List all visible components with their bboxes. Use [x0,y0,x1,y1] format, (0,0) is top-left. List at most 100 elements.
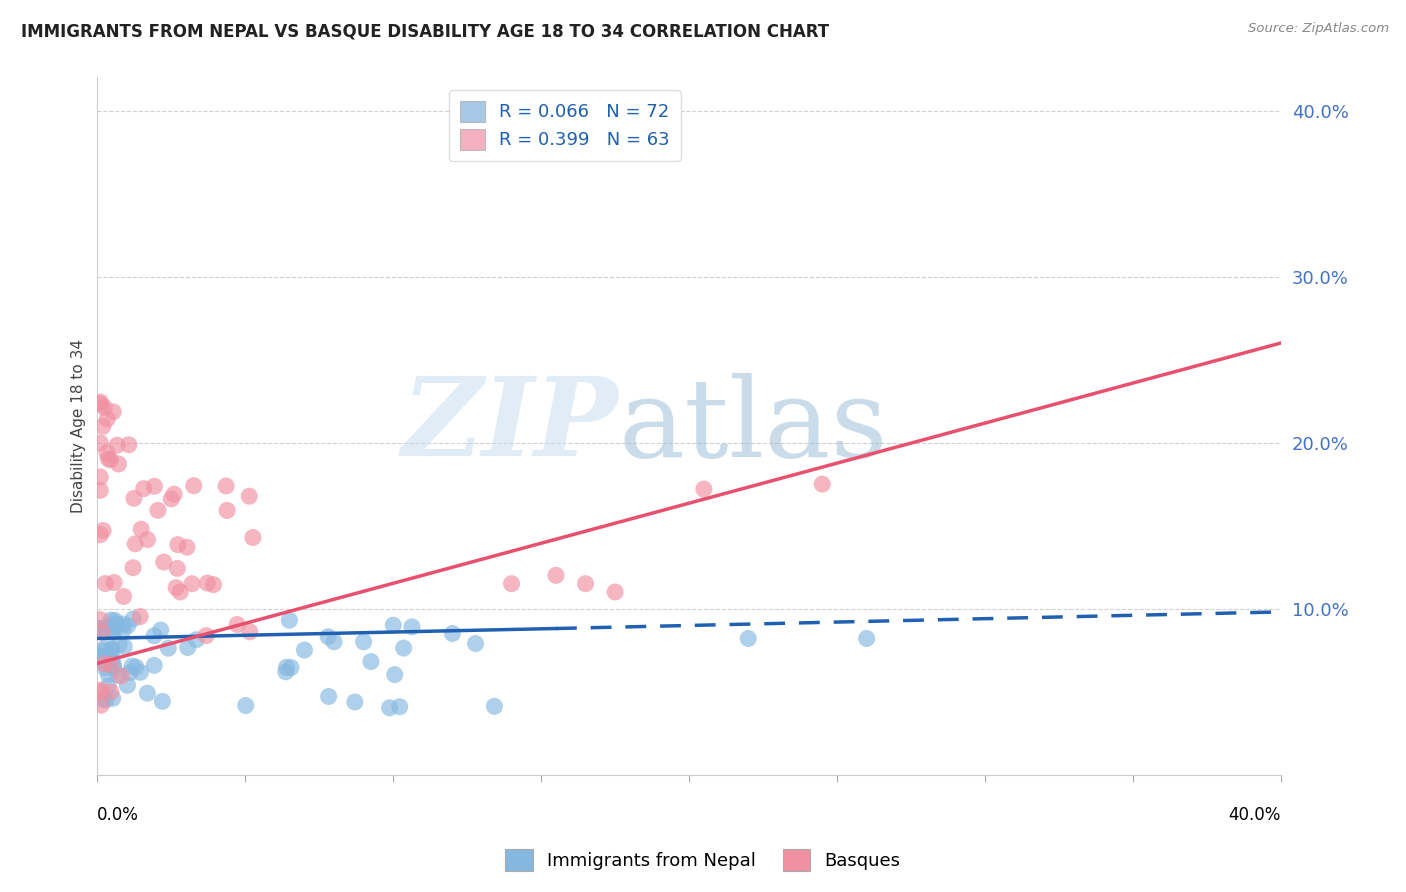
Text: Source: ZipAtlas.com: Source: ZipAtlas.com [1249,22,1389,36]
Point [855,632,877,646]
Point [183,479,205,493]
Point [103,657,125,672]
Point [93,623,115,637]
Point [129,665,152,680]
Point [181,576,204,591]
Point [105,616,128,631]
Point [94,576,117,591]
Point [91,692,114,706]
Point [603,585,626,599]
Point [91,644,114,658]
Point [107,457,129,471]
Point [89,397,111,411]
Point [143,629,166,643]
Point [378,701,401,715]
Point [693,482,716,496]
Point [176,640,198,655]
Point [97,656,120,670]
Point [392,641,415,656]
Point [90,622,112,636]
Point [122,612,145,626]
Point [146,503,169,517]
Point [100,642,122,657]
Legend: R = 0.066   N = 72, R = 0.399   N = 63: R = 0.066 N = 72, R = 0.399 N = 63 [449,90,681,161]
Point [90,683,112,698]
Point [110,669,132,683]
Point [94,661,117,675]
Text: ZIP: ZIP [402,372,619,480]
Point [112,617,135,632]
Point [136,533,159,547]
Point [360,655,382,669]
Point [122,560,145,574]
Point [274,665,297,679]
Point [103,624,125,639]
Point [353,634,375,648]
Point [441,626,464,640]
Point [136,686,159,700]
Point [384,667,406,681]
Point [105,438,128,452]
Point [122,491,145,506]
Point [100,613,122,627]
Point [97,679,120,693]
Point [97,648,120,662]
Point [101,652,124,666]
Point [97,667,120,681]
Point [91,625,114,640]
Point [167,538,190,552]
Point [91,419,114,434]
Point [89,649,111,664]
Point [239,624,262,639]
Point [103,575,125,590]
Point [124,537,146,551]
Point [195,629,218,643]
Point [401,620,423,634]
Point [129,609,152,624]
Point [484,699,506,714]
Point [100,452,122,467]
Point [96,446,118,460]
Point [160,491,183,506]
Point [89,654,111,668]
Y-axis label: Disability Age 18 to 34: Disability Age 18 to 34 [72,339,86,513]
Point [89,685,111,699]
Point [93,401,115,415]
Point [169,585,191,599]
Point [100,685,122,699]
Point [294,643,316,657]
Text: IMMIGRANTS FROM NEPAL VS BASQUE DISABILITY AGE 18 TO 34 CORRELATION CHART: IMMIGRANTS FROM NEPAL VS BASQUE DISABILI… [21,22,830,40]
Point [143,479,166,493]
Point [152,694,174,708]
Point [120,665,142,680]
Point [280,660,302,674]
Point [97,451,120,466]
Point [89,622,111,636]
Point [242,531,264,545]
Point [143,658,166,673]
Point [89,395,111,409]
Point [97,620,120,634]
Point [149,623,172,637]
Point [100,657,122,672]
Point [278,613,301,627]
Point [117,618,139,632]
Point [316,630,339,644]
Point [202,577,225,591]
Point [89,470,111,484]
Point [112,590,135,604]
Point [93,657,115,671]
Text: atlas: atlas [619,373,887,480]
Point [100,625,122,640]
Point [132,482,155,496]
Point [235,698,257,713]
Point [574,576,596,591]
Point [91,524,114,538]
Point [737,632,759,646]
Point [107,668,129,682]
Point [544,568,567,582]
Point [323,634,346,648]
Text: 0.0%: 0.0% [97,806,139,824]
Point [176,540,198,554]
Point [165,581,187,595]
